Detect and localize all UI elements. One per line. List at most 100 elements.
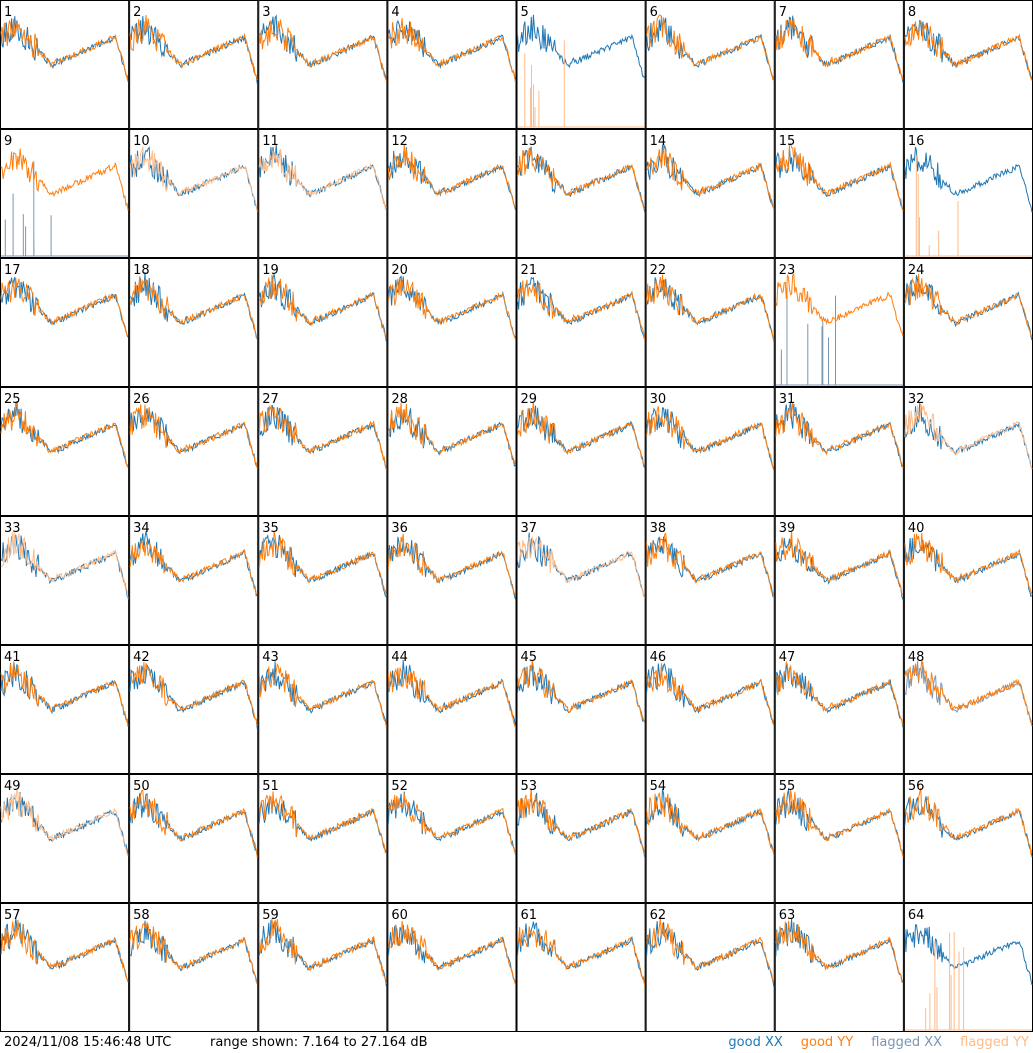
- panel-frame: [0, 903, 130, 1032]
- panel-number-label: 47: [779, 650, 796, 665]
- panel-number-label: 22: [650, 263, 667, 278]
- panel-60: 60: [387, 903, 517, 1032]
- panel-frame: [387, 387, 517, 516]
- panel-43: 43: [258, 645, 388, 774]
- panel-number-label: 24: [908, 263, 925, 278]
- legend-flagged-yy: flagged YY: [960, 1035, 1029, 1050]
- panel-7: 7: [774, 0, 904, 129]
- series-xx-line: [904, 20, 1033, 79]
- panel-frame: [516, 903, 646, 1032]
- panel-38: 38: [645, 516, 775, 645]
- panel-48: 48: [903, 645, 1033, 774]
- panel-number-label: 15: [779, 134, 796, 149]
- panel-30: 30: [645, 387, 775, 516]
- series-yy-line: [646, 792, 775, 856]
- panel-frame: [774, 645, 904, 774]
- footer-bar: 2024/11/08 15:46:48 UTC range shown: 7.1…: [0, 1032, 1033, 1053]
- panel-number-label: 19: [262, 263, 279, 278]
- series-yy-line: [258, 149, 387, 211]
- panel-16: 16: [903, 129, 1033, 258]
- series-yy-line: [258, 918, 387, 985]
- panel-frame: [129, 774, 259, 903]
- panel-number-label: 18: [133, 263, 150, 278]
- panel-number-label: 55: [779, 779, 796, 794]
- panel-57: 57: [0, 903, 130, 1032]
- panel-frame: [0, 774, 130, 903]
- panel-number-label: 21: [521, 263, 538, 278]
- series-yy-line: [387, 144, 516, 208]
- series-yy-line: [387, 533, 516, 597]
- panel-frame: [903, 387, 1033, 516]
- series-yy-line: [775, 531, 904, 596]
- panel-number-label: 11: [262, 134, 279, 149]
- series-yy-line: [0, 401, 129, 468]
- panel-frame: [387, 516, 517, 645]
- panel-29: 29: [516, 387, 646, 516]
- series-xx-line: [775, 15, 904, 83]
- panel-21: 21: [516, 258, 646, 387]
- series-xx-line: [387, 19, 516, 83]
- series-xx-line: [775, 287, 903, 386]
- panel-40: 40: [903, 516, 1033, 645]
- panel-frame: [774, 387, 904, 516]
- panel-number-label: 16: [908, 134, 925, 149]
- panel-number-label: 37: [521, 521, 538, 536]
- panel-number-label: 62: [650, 908, 667, 923]
- series-yy-line: [387, 667, 516, 729]
- panel-number-label: 44: [391, 650, 408, 665]
- panel-frame: [0, 129, 130, 258]
- panel-frame: [387, 774, 517, 903]
- series-yy-line: [129, 404, 258, 469]
- series-yy-line: [646, 917, 775, 982]
- panel-number-label: 29: [521, 392, 538, 407]
- panel-frame: [387, 129, 517, 258]
- panel-number-label: 48: [908, 650, 925, 665]
- legend-good-xx: good XX: [728, 1035, 783, 1050]
- panel-9: 9: [0, 129, 130, 258]
- panel-20: 20: [387, 258, 517, 387]
- panel-number-label: 4: [391, 5, 399, 20]
- series-xx-line: [904, 924, 1033, 986]
- series-yy-line: [0, 277, 129, 337]
- panel-number-label: 27: [262, 392, 279, 407]
- panel-number-label: 26: [133, 392, 150, 407]
- panel-frame: [0, 387, 130, 516]
- legend-good-yy: good YY: [800, 1035, 854, 1050]
- range-label: range shown: 7.164 to 27.164 dB: [210, 1035, 428, 1050]
- panel-frame: [903, 258, 1033, 387]
- panel-frame: [903, 129, 1033, 258]
- panel-number-label: 32: [908, 392, 925, 407]
- panel-frame: [903, 774, 1033, 903]
- panel-frame: [258, 0, 388, 129]
- panel-frame: [516, 645, 646, 774]
- series-yy-line: [517, 536, 646, 598]
- series-yy-line: [904, 274, 1033, 338]
- series-xx-line: [904, 796, 1033, 858]
- panel-number-label: 41: [4, 650, 21, 665]
- series-yy-line: [775, 660, 904, 726]
- series-yy-line: [387, 18, 516, 83]
- series-yy-line: [258, 791, 387, 854]
- series-yy-line: [646, 144, 775, 210]
- panel-15: 15: [774, 129, 904, 258]
- panel-number-label: 53: [521, 779, 538, 794]
- panel-42: 42: [129, 645, 259, 774]
- panel-frame: [516, 129, 646, 258]
- panel-number-label: 56: [908, 779, 925, 794]
- panel-3: 3: [258, 0, 388, 129]
- series-yy-line: [646, 532, 775, 599]
- series-xx-line: [775, 918, 904, 983]
- series-yy-line: [0, 919, 129, 982]
- panel-frame: [0, 645, 130, 774]
- series-yy-line: [0, 18, 129, 80]
- panel-frame: [129, 645, 259, 774]
- panel-23: 23: [774, 258, 904, 387]
- panel-number-label: 61: [521, 908, 538, 923]
- series-xx-line: [775, 663, 904, 728]
- series-yy-line: [904, 403, 1033, 470]
- series-yy-line: [904, 660, 1033, 727]
- panel-number-label: 17: [4, 263, 21, 278]
- series-yy-line: [775, 273, 904, 337]
- panel-13: 13: [516, 129, 646, 258]
- series-yy-line: [517, 147, 645, 210]
